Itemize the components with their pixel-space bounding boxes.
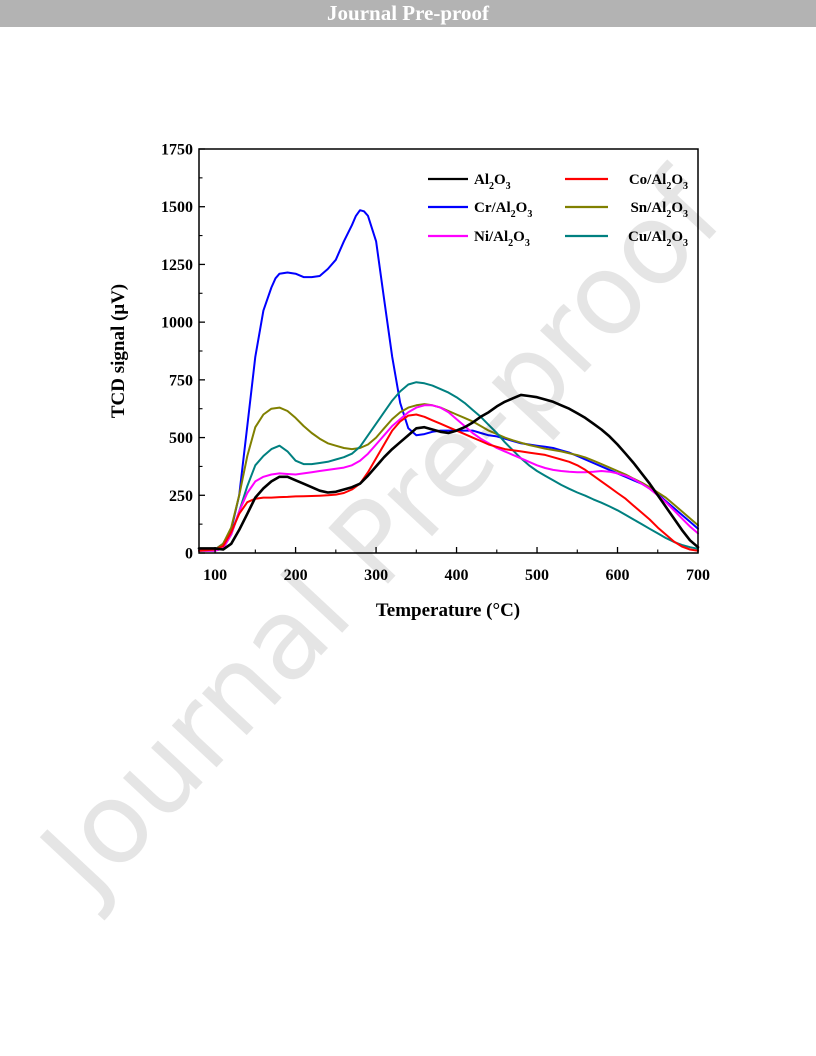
legend-label-part: Al (474, 172, 489, 188)
legend-label-part: 2 (666, 209, 671, 220)
legend-label-part: 2 (666, 238, 671, 249)
x-tick-label: 200 (284, 567, 308, 584)
plot-frame (198, 148, 699, 554)
series-line-ni-al2o3 (198, 404, 699, 552)
legend-label-part: 3 (683, 209, 688, 220)
y-axis-label: TCD signal (μV) (108, 284, 129, 418)
series-layer (197, 209, 700, 552)
y-tick-label: 1000 (161, 315, 193, 332)
legend-label-part: O (671, 172, 683, 188)
legend-label-part: Ni/Al (474, 229, 508, 245)
legend-label-part: 3 (683, 238, 688, 249)
series-line-sn-al2o3 (198, 403, 699, 552)
y-tick-label: 1250 (161, 257, 193, 274)
legend-label: Ni/Al2O3 (474, 229, 530, 249)
series-line-cu-al2o3 (198, 381, 699, 552)
legend-label-part: Co/Al (629, 172, 667, 188)
legend-label-part: 3 (527, 209, 532, 220)
x-tick-label: 600 (606, 567, 630, 584)
legend-label: Al2O3 (474, 172, 511, 192)
series-line-co-al2o3 (198, 413, 699, 552)
series-line-cr-al2o3 (198, 209, 699, 552)
x-axis-label: Temperature (°C) (376, 600, 520, 621)
journal-preproof-banner: Journal Pre-proof (0, 0, 816, 27)
x-tick-label: 300 (364, 567, 388, 584)
legend-label-part: O (516, 200, 528, 216)
x-tick-label: 500 (525, 567, 549, 584)
legend-label-part: Cr/Al (474, 200, 511, 216)
legend-label-part: 3 (525, 238, 530, 249)
legend-label-part: O (494, 172, 506, 188)
y-tick-label: 750 (169, 372, 193, 389)
legend-label-part: 3 (506, 181, 511, 192)
legend-label: Cu/Al2O3 (628, 229, 688, 249)
x-tick-label: 400 (445, 567, 469, 584)
x-tick-label: 100 (203, 567, 227, 584)
series-line-al2o3 (197, 393, 700, 551)
legend-label-part: 2 (508, 238, 513, 249)
legend-label-part: O (671, 200, 683, 216)
legend-label-part: Cu/Al (628, 229, 666, 245)
legend-label-part: Sn/Al (630, 200, 666, 216)
banner-title: Journal Pre-proof (327, 1, 489, 25)
y-tick-label: 500 (169, 430, 193, 447)
legend-label-part: 2 (511, 209, 516, 220)
legend-label: Cr/Al2O3 (474, 200, 532, 220)
legend-label-part: O (671, 229, 683, 245)
legend-label-part: 3 (683, 181, 688, 192)
y-tick-label: 1500 (161, 199, 193, 216)
legend-label: Co/Al2O3 (629, 172, 688, 192)
legend-label-part: 2 (666, 181, 671, 192)
legend-label: Sn/Al2O3 (630, 200, 688, 220)
y-tick-label: 250 (169, 488, 193, 505)
x-tick-label: 700 (686, 567, 710, 584)
legend-label-part: O (513, 229, 525, 245)
y-tick-label: 1750 (161, 142, 193, 159)
legend-label-part: 2 (489, 181, 494, 192)
axis-layer: 100 200 300 400 500 600 700 0 250 500 750 1000 1250 1… (161, 142, 710, 585)
y-tick-label: 0 (185, 546, 193, 563)
